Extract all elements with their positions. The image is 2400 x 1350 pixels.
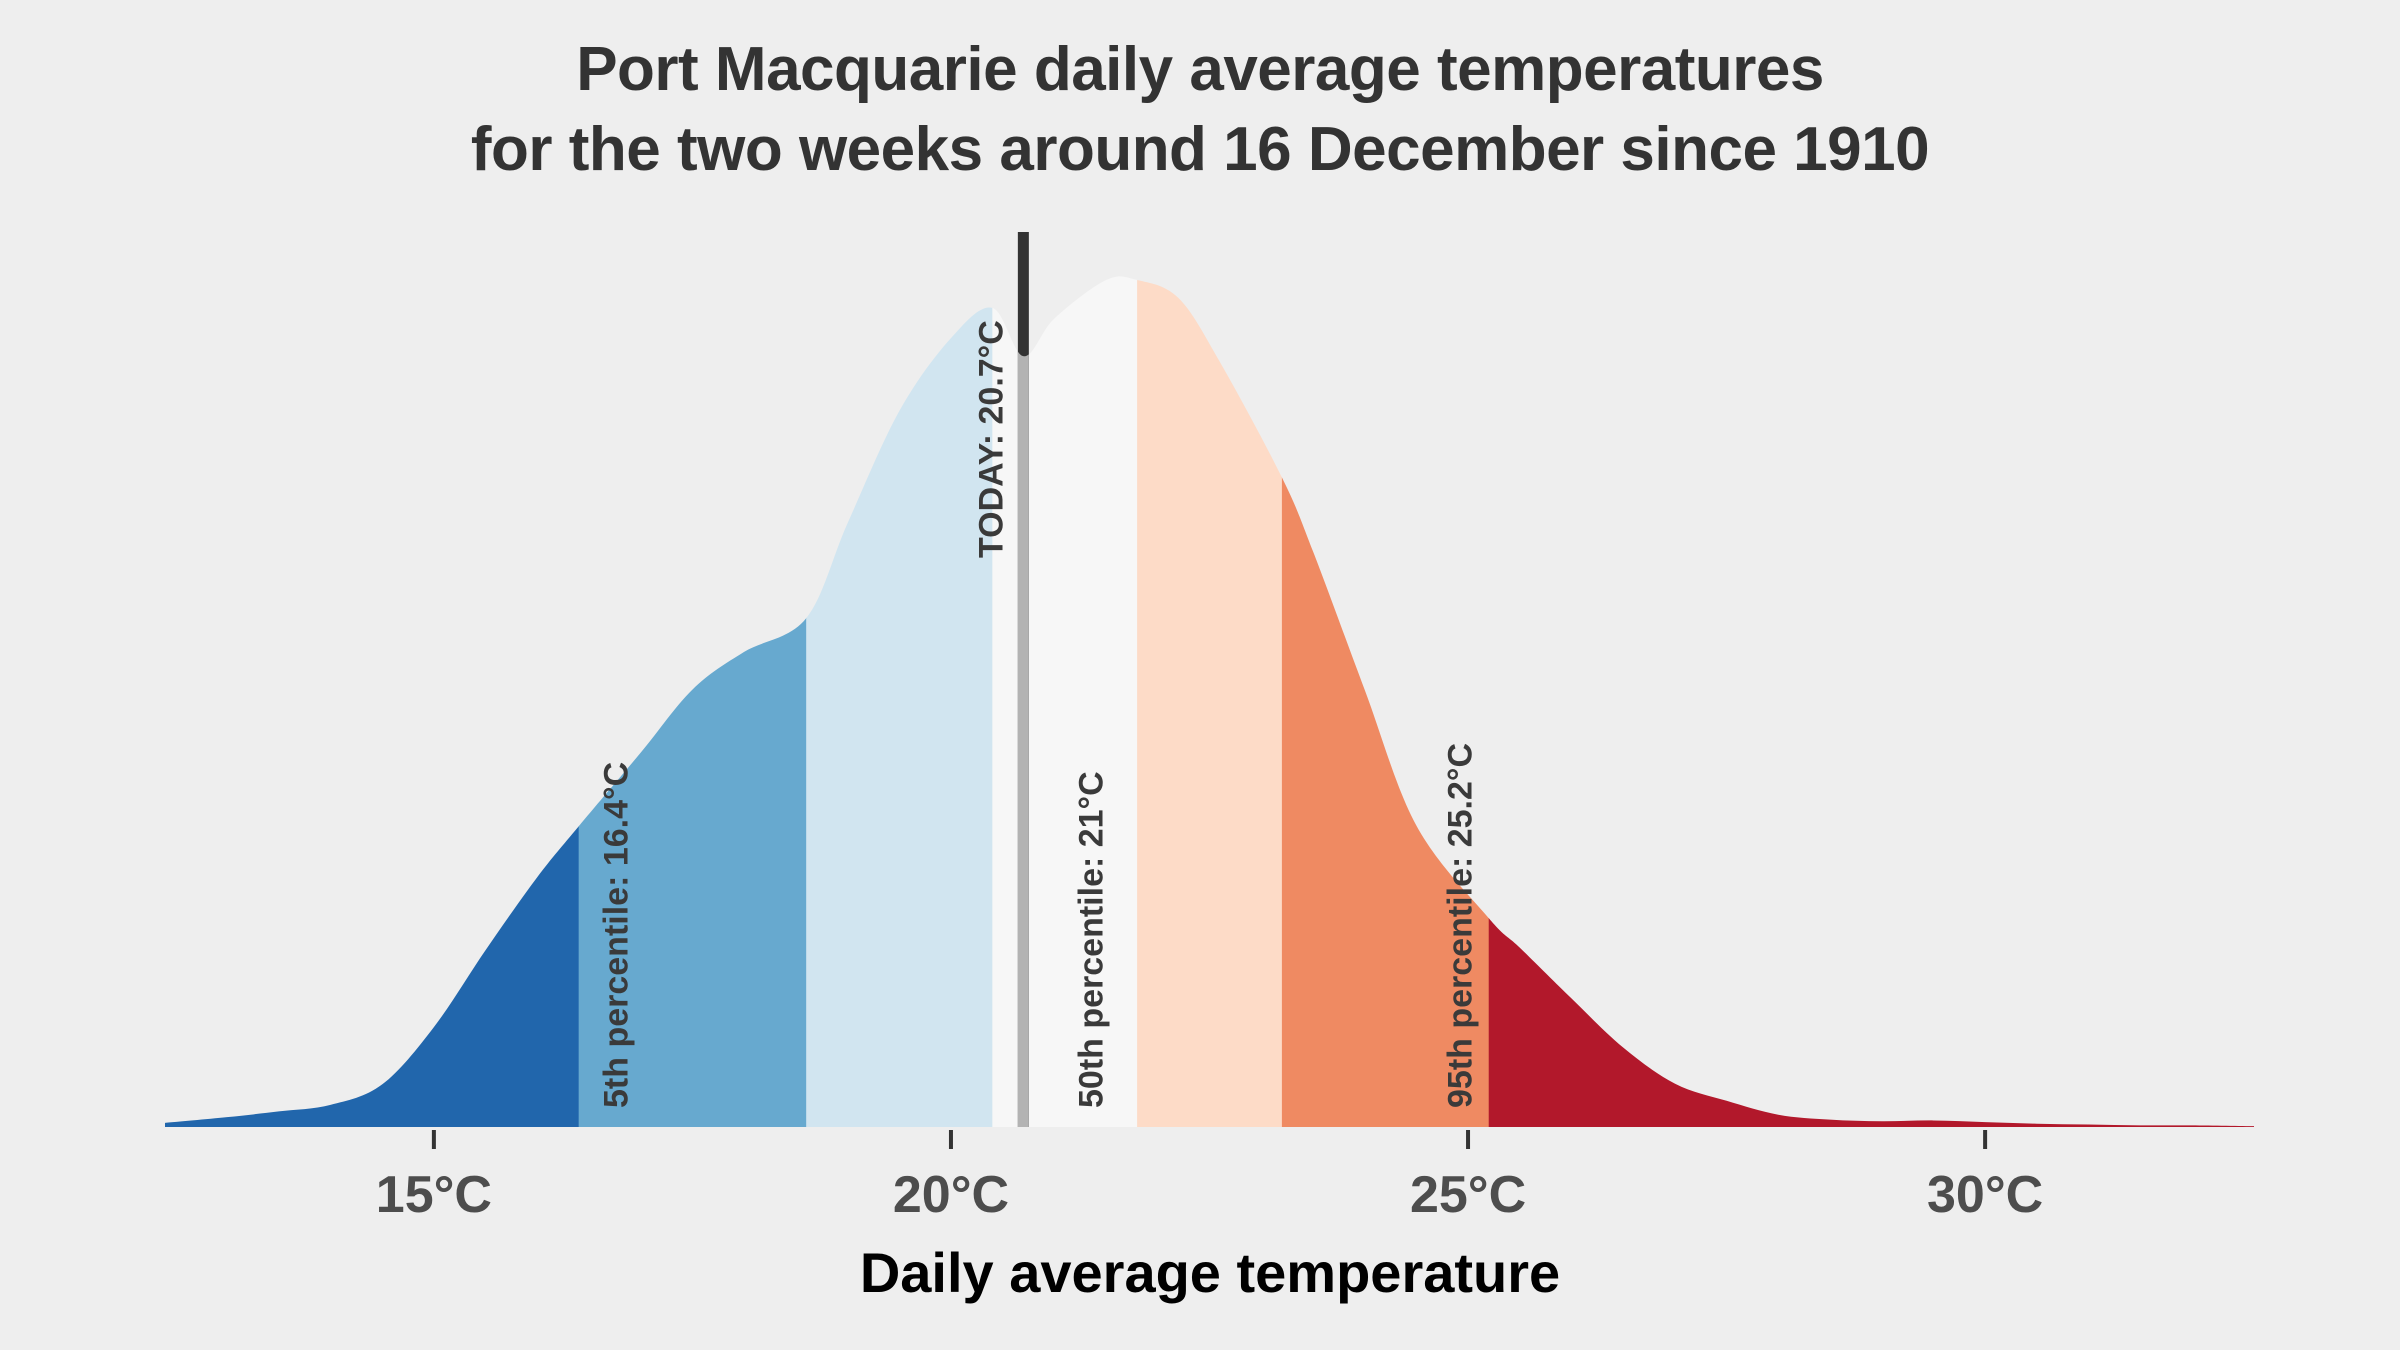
percentile-50-label: 50th percentile: 21°C <box>1072 771 1110 1108</box>
percentile-95-label: 95th percentile: 25.2°C <box>1442 743 1480 1108</box>
percentile-band-6 <box>1488 276 2254 1127</box>
chart-title-line-1: Port Macquarie daily average temperature… <box>576 35 1824 104</box>
percentile-band-2 <box>806 276 993 1127</box>
x-axis: 15°C 20°C 25°C 30°C <box>376 1130 2043 1224</box>
percentile-band-0 <box>165 276 580 1127</box>
today-label: TODAY: 20.7°C <box>972 320 1010 558</box>
percentile-band-3 <box>992 276 1138 1127</box>
percentile-5-label: 5th percentile: 16.4°C <box>598 762 636 1108</box>
x-tick-label-30: 30°C <box>1927 1166 2043 1224</box>
x-axis-title: Daily average temperature <box>860 1241 1560 1304</box>
x-tick-label-20: 20°C <box>893 1166 1009 1224</box>
annotations: TODAY: 20.7°C 5th percentile: 16.4°C 50th … <box>598 320 1480 1108</box>
chart-title-line-2: for the two weeks around 16 December sin… <box>470 115 1930 184</box>
chart-title: Port Macquarie daily average temperature… <box>0 30 2400 190</box>
x-tick-label-25: 25°C <box>1410 1166 1526 1224</box>
x-tick-label-15: 15°C <box>376 1166 492 1224</box>
percentile-bands <box>165 276 2254 1127</box>
percentile-band-4 <box>1137 276 1283 1127</box>
